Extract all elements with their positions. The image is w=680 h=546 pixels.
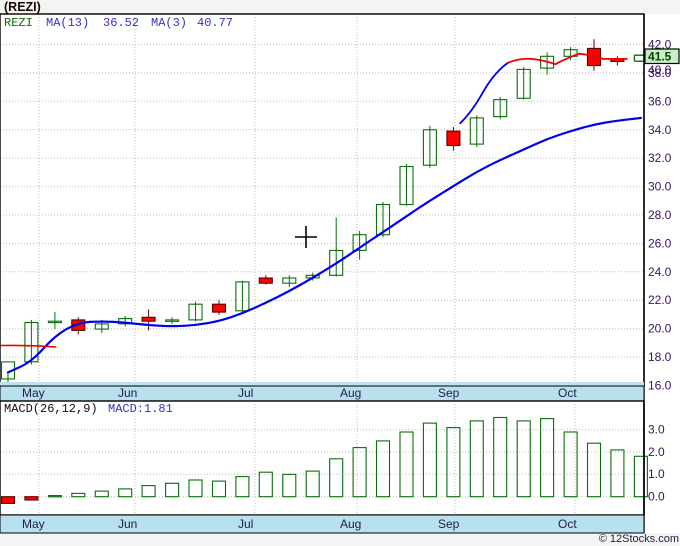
- svg-text:May: May: [22, 517, 45, 531]
- svg-text:36.0: 36.0: [648, 94, 672, 108]
- svg-text:40.77: 40.77: [197, 16, 233, 30]
- svg-text:MACD(26,12,9): MACD(26,12,9): [4, 402, 98, 416]
- svg-text:(REZI): (REZI): [4, 0, 41, 14]
- svg-text:1.0: 1.0: [648, 467, 665, 481]
- svg-text:Jun: Jun: [118, 386, 137, 400]
- svg-text:Sep: Sep: [438, 386, 460, 400]
- svg-text:16.0: 16.0: [648, 379, 672, 393]
- svg-text:22.0: 22.0: [648, 293, 672, 307]
- svg-text:MA(3): MA(3): [151, 16, 187, 30]
- svg-text:REZI: REZI: [4, 16, 33, 30]
- svg-text:41.5: 41.5: [648, 50, 672, 64]
- svg-text:MA(13): MA(13): [46, 16, 89, 30]
- svg-text:30.0: 30.0: [648, 180, 672, 194]
- svg-text:36.52: 36.52: [103, 16, 139, 30]
- svg-text:May: May: [22, 386, 45, 400]
- svg-text:© 12Stocks.com: © 12Stocks.com: [599, 533, 679, 545]
- svg-text:Jul: Jul: [238, 386, 253, 400]
- svg-text:Aug: Aug: [340, 517, 361, 531]
- svg-text:Oct: Oct: [558, 517, 577, 531]
- svg-text:Sep: Sep: [438, 517, 460, 531]
- svg-text:Aug: Aug: [340, 386, 361, 400]
- svg-text:0.0: 0.0: [648, 490, 665, 504]
- svg-text:26.0: 26.0: [648, 236, 672, 250]
- svg-text:Oct: Oct: [558, 386, 577, 400]
- svg-text:Jul: Jul: [238, 517, 253, 531]
- svg-text:28.0: 28.0: [648, 208, 672, 222]
- svg-text:3.0: 3.0: [648, 423, 665, 437]
- svg-text:20.0: 20.0: [648, 322, 672, 336]
- svg-text:40.0: 40.0: [648, 63, 672, 77]
- svg-text:Jun: Jun: [118, 517, 137, 531]
- svg-text:34.0: 34.0: [648, 123, 672, 137]
- svg-text:24.0: 24.0: [648, 265, 672, 279]
- svg-text:32.0: 32.0: [648, 151, 672, 165]
- svg-text:MACD:1.81: MACD:1.81: [108, 402, 173, 416]
- svg-text:18.0: 18.0: [648, 350, 672, 364]
- svg-text:2.0: 2.0: [648, 445, 665, 459]
